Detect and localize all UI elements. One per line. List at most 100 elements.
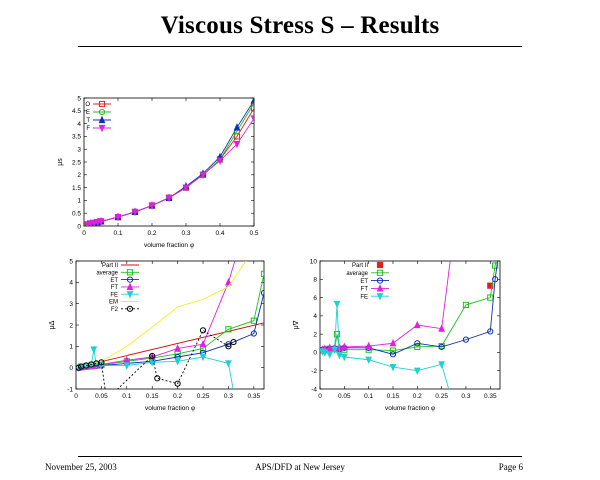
series-em (76, 261, 247, 369)
data-point (174, 358, 181, 366)
y-tick-label: 5 (69, 258, 73, 265)
viscosity-s-chart: 0 0.1 0.2 0.3 0.4 0.5 0 0.5 1 1.5 2 2.5 3 3.5 4 4.5 5 vol… (57, 95, 259, 249)
data-point (487, 282, 494, 289)
data-point (230, 338, 237, 346)
data-point (389, 351, 397, 358)
legend-marker (126, 291, 134, 299)
data-point (148, 202, 156, 210)
plot-area (320, 261, 499, 389)
y-tick-label: 2.5 (72, 159, 81, 166)
y-tick-label: 0 (77, 223, 81, 230)
legend-marker (98, 108, 106, 116)
data-point (131, 208, 139, 217)
x-tick-label: 0.2 (147, 230, 156, 237)
data-point (250, 98, 254, 104)
data-point (199, 339, 207, 348)
y-tick-label: 3.5 (72, 134, 81, 141)
data-point (123, 355, 131, 364)
x-tick-label: 0.35 (484, 393, 497, 400)
data-point (326, 351, 334, 359)
y-axis-label: μs (57, 158, 64, 166)
series-average (76, 270, 264, 371)
x-tick-label: 0.15 (146, 393, 159, 400)
x-tick-label: 0.05 (338, 393, 351, 400)
legend-marker (376, 293, 384, 301)
legend-label: ET (360, 279, 368, 285)
y-tick-label: 4.5 (72, 108, 81, 115)
data-point (326, 343, 334, 351)
data-point (438, 324, 445, 332)
page-title: Viscous Stress S – Results (160, 12, 440, 39)
legend-label: average (96, 271, 118, 277)
x-axis-label: volume fraction φ (145, 405, 195, 412)
footer-venue: APS/DFD at New Jersey (255, 462, 345, 472)
y-tick-label: 10 (310, 258, 318, 265)
x-tick-label: 0.3 (181, 230, 190, 237)
y-tick-label: 3 (77, 147, 81, 154)
y-tick-label: -2 (311, 368, 317, 375)
data-point (114, 213, 122, 222)
series-line (76, 322, 264, 369)
series-line (78, 292, 264, 369)
legend-marker (126, 276, 134, 283)
x-tick-label: 0.2 (413, 393, 422, 400)
data-point (250, 317, 257, 324)
data-point (389, 347, 397, 354)
series-line (87, 100, 254, 225)
y-tick-label: 4 (69, 280, 73, 287)
x-tick-label: 0.3 (461, 393, 470, 400)
legend-label: F (86, 126, 90, 132)
data-point (260, 289, 264, 297)
series-line (87, 118, 254, 225)
data-point (174, 344, 181, 352)
legend-marker (98, 100, 106, 108)
data-point (321, 349, 329, 357)
legend-label: FT (111, 285, 119, 291)
series-line (322, 261, 499, 355)
y-tick-label: 2 (69, 322, 73, 329)
data-point (233, 140, 241, 149)
data-point (182, 184, 190, 192)
series-line (87, 108, 254, 225)
data-point (492, 262, 499, 269)
series-line (322, 261, 497, 352)
data-point (154, 375, 161, 382)
y-tick-label: 1 (69, 344, 73, 351)
data-point (487, 328, 494, 335)
x-tick-label: 0 (318, 393, 322, 400)
data-point (413, 367, 421, 376)
y-tick-label: 5 (77, 95, 81, 102)
data-point (487, 294, 494, 301)
plot-frame (83, 97, 255, 227)
x-tick-label: 0.15 (387, 393, 400, 400)
data-point (389, 338, 397, 347)
legend-label: Part II (102, 263, 118, 269)
data-point (149, 352, 156, 360)
data-point (438, 361, 445, 369)
footer-date: November 25, 2003 (45, 462, 117, 472)
legend-label: E (86, 110, 90, 116)
x-tick-label: 0.4 (215, 230, 224, 237)
data-point (165, 194, 173, 203)
x-axis-label: volume fraction φ (385, 405, 435, 412)
legend-label: ET (110, 278, 118, 284)
series-f (84, 115, 254, 226)
data-point (174, 380, 181, 387)
y-tick-label: 1.5 (72, 185, 81, 192)
legend-label: T (86, 118, 90, 124)
legend-label: FE (110, 292, 118, 298)
viscosity-nabla-chart: 0 0.05 0.1 0.15 0.2 0.25 0.3 0.35 -4 -2 0 2 4 6 8 10 vol… (293, 258, 501, 412)
y-tick-label: 3 (69, 301, 73, 308)
data-point (340, 353, 348, 362)
series-part-ii (76, 322, 264, 369)
data-point (250, 330, 257, 337)
legend-marker (376, 277, 384, 284)
data-point (90, 346, 98, 354)
data-point (336, 352, 343, 360)
legend-marker (126, 282, 134, 290)
series-part-ii (487, 282, 494, 289)
x-tick-label: 0.05 (95, 393, 108, 400)
series-line (322, 261, 451, 351)
